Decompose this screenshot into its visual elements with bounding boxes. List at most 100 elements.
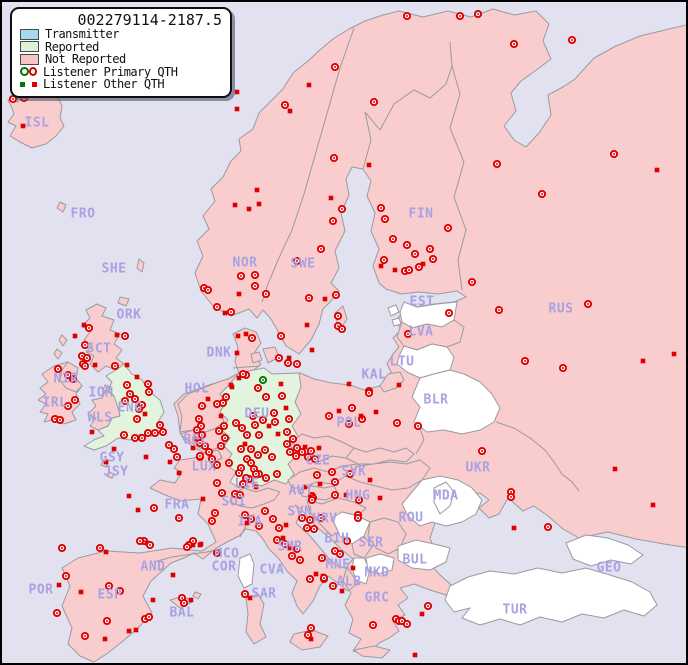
country-label-ltu: LTU: [390, 355, 415, 370]
listener-other-qth-marker: [143, 454, 149, 460]
marker-center-dot-icon: [250, 462, 252, 464]
marker-center-dot-icon: [258, 434, 260, 436]
marker-center-dot-icon: [316, 474, 318, 476]
marker-center-dot-icon: [296, 260, 298, 262]
marker-center-dot-icon: [276, 473, 278, 475]
country-label-rus: RUS: [549, 302, 574, 317]
country-shape-svk: [345, 447, 415, 465]
listener-other-qth-marker: [286, 545, 292, 551]
legend-item-label: Not Reported: [45, 52, 126, 67]
country-shape-funen: [250, 351, 263, 364]
marker-center-dot-icon: [459, 15, 461, 17]
marker-center-dot-icon: [141, 437, 143, 439]
country-label-jsy: JSY: [104, 465, 129, 480]
marker-center-dot-icon: [274, 421, 276, 423]
listener-other-qth-marker: [343, 492, 349, 498]
marker-center-dot-icon: [198, 418, 200, 420]
marker-center-dot-icon: [147, 432, 149, 434]
listener-other-qth-marker: [124, 362, 130, 368]
listener-other-qth-marker: [244, 520, 250, 526]
marker-center-dot-icon: [223, 425, 225, 427]
marker-center-dot-icon: [176, 456, 178, 458]
marker-center-dot-icon: [240, 467, 242, 469]
country-label-irl: IRL: [43, 396, 68, 411]
listener-other-qth-marker: [218, 413, 224, 419]
marker-center-dot-icon: [396, 422, 398, 424]
listener-other-qth-marker: [283, 522, 289, 528]
listener-other-qth-marker: [235, 333, 241, 339]
marker-center-dot-icon: [349, 473, 351, 475]
marker-center-dot-icon: [328, 415, 330, 417]
marker-center-dot-icon: [81, 355, 83, 357]
marker-center-dot-icon: [201, 434, 203, 436]
marker-center-dot-icon: [23, 97, 25, 99]
marker-center-dot-icon: [477, 13, 479, 15]
listener-other-qth-marker: [170, 572, 176, 578]
marker-center-dot-icon: [264, 510, 266, 512]
country-label-ork: ORK: [117, 308, 142, 323]
marker-center-dot-icon: [273, 412, 275, 414]
legend-item-0: Transmitter: [20, 27, 224, 41]
marker-center-dot-icon: [255, 473, 257, 475]
marker-center-dot-icon: [126, 384, 128, 386]
listener-other-qth-marker: [114, 332, 120, 338]
listener-other-qth-marker: [222, 310, 228, 316]
legend-item-label: Reported: [45, 39, 99, 54]
listener-other-qth-marker: [280, 535, 286, 541]
marker-center-dot-icon: [299, 559, 301, 561]
marker-center-dot-icon: [254, 285, 256, 287]
country-shape-mda: [433, 481, 455, 515]
marker-center-dot-icon: [199, 442, 201, 444]
listener-other-qth-marker: [346, 381, 352, 387]
marker-center-dot-icon: [262, 379, 264, 381]
listener-other-qth-marker: [336, 408, 342, 414]
country-label-alb: ALB: [337, 575, 362, 590]
marker-center-dot-icon: [306, 527, 308, 529]
marker-center-dot-icon: [12, 98, 14, 100]
marker-center-dot-icon: [417, 425, 419, 427]
marker-center-dot-icon: [357, 517, 359, 519]
country-label-mco: MCO: [215, 547, 240, 562]
listener-other-qth-marker: [78, 589, 84, 595]
marker-center-dot-icon: [114, 365, 116, 367]
marker-center-dot-icon: [309, 519, 311, 521]
marker-center-dot-icon: [224, 437, 226, 439]
marker-center-dot-icon: [246, 458, 248, 460]
country-label-aut: AUT: [289, 484, 314, 499]
country-label-hng: HNG: [346, 489, 371, 504]
country-label-est: EST: [410, 295, 435, 310]
country-label-mne: MNE: [326, 558, 351, 573]
marker-center-dot-icon: [252, 415, 254, 417]
country-label-hrv: HRV: [313, 512, 338, 527]
marker-center-dot-icon: [351, 407, 353, 409]
listener-other-qth-marker: [302, 484, 308, 490]
marker-center-dot-icon: [192, 540, 194, 542]
listener-other-qth-marker: [378, 263, 384, 269]
country-label-lux: LUX: [192, 460, 217, 475]
country-shape-wls: [87, 389, 121, 431]
listener-other-qth-marker: [396, 382, 402, 388]
marker-center-dot-icon: [613, 153, 615, 155]
country-label-fro: FRO: [71, 207, 96, 222]
country-shape-mne: [351, 535, 373, 559]
country-shape-iom: [102, 384, 111, 393]
marker-center-dot-icon: [211, 458, 213, 460]
listener-other-qth-marker: [367, 477, 373, 483]
marker-center-dot-icon: [334, 481, 336, 483]
listener-other-qth-marker: [111, 446, 117, 452]
marker-center-dot-icon: [246, 434, 248, 436]
marker-center-dot-icon: [61, 547, 63, 549]
listener-other-qth-marker: [103, 459, 109, 465]
country-label-hol: HOL: [185, 382, 210, 397]
legend-item-2: Not Reported: [20, 52, 224, 67]
marker-center-dot-icon: [216, 306, 218, 308]
marker-center-dot-icon: [307, 456, 309, 458]
listener-other-qth-marker: [232, 202, 238, 208]
marker-center-dot-icon: [314, 458, 316, 460]
marker-center-dot-icon: [373, 101, 375, 103]
country-label-swe: SWE: [291, 257, 316, 272]
listener-other-qth-marker: [126, 628, 132, 634]
listener-other-qth-marker: [254, 187, 260, 193]
marker-center-dot-icon: [276, 539, 278, 541]
